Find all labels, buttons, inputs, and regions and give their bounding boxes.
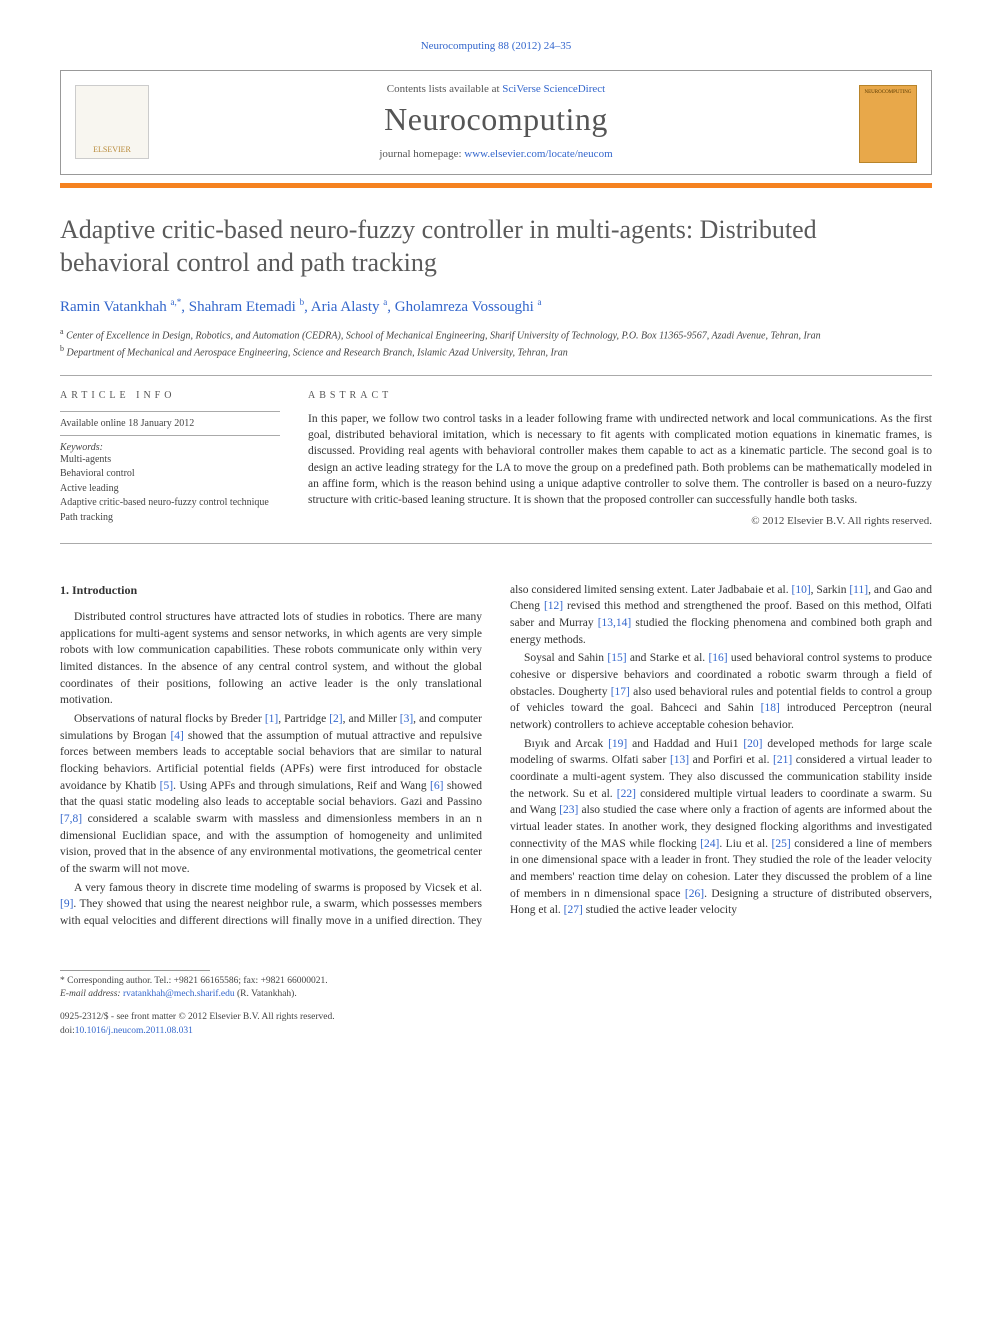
- ref-link[interactable]: [3]: [400, 713, 413, 725]
- ref-link[interactable]: [4]: [170, 730, 183, 742]
- homepage-link[interactable]: www.elsevier.com/locate/neucom: [464, 148, 612, 160]
- homepage-line: journal homepage: www.elsevier.com/locat…: [79, 148, 913, 160]
- ref-link[interactable]: [21]: [773, 754, 792, 766]
- homepage-prefix: journal homepage:: [379, 148, 464, 160]
- keyword: Path tracking: [60, 511, 280, 526]
- t: and Porfiri et al.: [689, 754, 773, 766]
- keyword: Active leading: [60, 482, 280, 497]
- ref-link[interactable]: [20]: [743, 738, 762, 750]
- ref-link[interactable]: [16]: [708, 652, 727, 664]
- elsevier-logo: ELSEVIER: [75, 85, 149, 159]
- body-para: Observations of natural flocks by Breder…: [60, 711, 482, 878]
- info-rule-2: [60, 435, 280, 436]
- corr-contact: * Corresponding author. Tel.: +9821 6616…: [60, 975, 932, 988]
- section-heading: 1. Introduction: [60, 582, 482, 599]
- available-online: Available online 18 January 2012: [60, 418, 280, 429]
- keywords-list: Multi-agentsBehavioral controlActive lea…: [60, 453, 280, 526]
- ref-link[interactable]: [25]: [772, 838, 791, 850]
- masthead: ELSEVIER NEUROCOMPUTING Contents lists a…: [60, 70, 932, 175]
- t: . Liu et al.: [719, 838, 771, 850]
- contents-prefix: Contents lists available at: [387, 83, 502, 95]
- abstract-col: abstract In this paper, we follow two co…: [308, 390, 932, 527]
- ref-link[interactable]: [24]: [700, 838, 719, 850]
- copyright-block: 0925-2312/$ - see front matter © 2012 El…: [60, 1011, 932, 1038]
- ref-link[interactable]: [26]: [685, 888, 704, 900]
- affiliation: b Department of Mechanical and Aerospace…: [60, 343, 932, 360]
- ref-link[interactable]: [6]: [430, 780, 443, 792]
- keyword: Adaptive critic-based neuro-fuzzy contro…: [60, 496, 280, 511]
- t: A very famous theory in discrete time mo…: [74, 882, 482, 894]
- t: , Partridge: [278, 713, 329, 725]
- running-head: Neurocomputing 88 (2012) 24–35: [60, 40, 932, 52]
- body-para: Distributed control structures have attr…: [60, 609, 482, 709]
- ref-link[interactable]: [5]: [160, 780, 173, 792]
- t: and Starke et al.: [627, 652, 709, 664]
- abstract-heading: abstract: [308, 390, 932, 401]
- article-info-heading: article info: [60, 390, 280, 401]
- ref-link[interactable]: [11]: [849, 584, 868, 596]
- email-link[interactable]: rvatankhah@mech.sharif.edu: [123, 989, 235, 999]
- accent-bar: [60, 183, 932, 188]
- ref-link[interactable]: [12]: [544, 600, 563, 612]
- page: Neurocomputing 88 (2012) 24–35 ELSEVIER …: [0, 0, 992, 1068]
- keyword: Behavioral control: [60, 467, 280, 482]
- doi-link[interactable]: 10.1016/j.neucom.2011.08.031: [75, 1026, 193, 1036]
- ref-link[interactable]: [15]: [607, 652, 626, 664]
- t: studied the active leader velocity: [583, 904, 737, 916]
- corr-email-line: E-mail address: rvatankhah@mech.sharif.e…: [60, 988, 932, 1001]
- t: considered a scalable swarm with massles…: [60, 813, 482, 875]
- t: Soysal and Sahin: [524, 652, 607, 664]
- affiliations: a Center of Excellence in Design, Roboti…: [60, 326, 932, 361]
- t: . Using APFs and through simulations, Re…: [173, 780, 430, 792]
- t: and Haddad and Hui1: [627, 738, 743, 750]
- contents-line: Contents lists available at SciVerse Sci…: [79, 83, 913, 95]
- journal-cover-thumb: NEUROCOMPUTING: [859, 85, 917, 163]
- ref-link[interactable]: [9]: [60, 898, 73, 910]
- article-title: Adaptive critic-based neuro-fuzzy contro…: [60, 214, 932, 279]
- keywords-heading: Keywords:: [60, 442, 280, 453]
- authors: Ramin Vatankhah a,*, Shahram Etemadi b, …: [60, 297, 932, 316]
- ref-link[interactable]: [10]: [791, 584, 810, 596]
- info-rule-1: [60, 411, 280, 412]
- footnote-rule: [60, 970, 210, 971]
- ref-link[interactable]: [27]: [564, 904, 583, 916]
- keyword: Multi-agents: [60, 453, 280, 468]
- email-label: E-mail address:: [60, 989, 123, 999]
- ref-link[interactable]: [23]: [559, 804, 578, 816]
- affiliation: a Center of Excellence in Design, Roboti…: [60, 326, 932, 343]
- issn-line: 0925-2312/$ - see front matter © 2012 El…: [60, 1011, 932, 1024]
- corresponding-author: * Corresponding author. Tel.: +9821 6616…: [60, 975, 932, 1002]
- journal-name: Neurocomputing: [79, 101, 913, 138]
- doi-prefix: doi:: [60, 1026, 75, 1036]
- t: Observations of natural flocks by Breder: [74, 713, 265, 725]
- body-columns: 1. Introduction Distributed control stru…: [60, 582, 932, 930]
- t: , Sarkin: [811, 584, 850, 596]
- t: , and Miller: [343, 713, 400, 725]
- rule-bottom: [60, 543, 932, 544]
- ref-link[interactable]: [13]: [670, 754, 689, 766]
- ref-link[interactable]: [19]: [608, 738, 627, 750]
- abstract-text: In this paper, we follow two control tas…: [308, 411, 932, 509]
- abstract-copyright: © 2012 Elsevier B.V. All rights reserved…: [308, 515, 932, 527]
- doi-line: doi:10.1016/j.neucom.2011.08.031: [60, 1025, 932, 1038]
- body-para: Soysal and Sahin [15] and Starke et al. …: [510, 650, 932, 733]
- ref-link[interactable]: [22]: [617, 788, 636, 800]
- t: . They showed that using the nearest: [73, 898, 247, 910]
- footer: * Corresponding author. Tel.: +9821 6616…: [60, 970, 932, 1038]
- body-para: Bıyık and Arcak [19] and Haddad and Hui1…: [510, 736, 932, 919]
- ref-link[interactable]: [1]: [265, 713, 278, 725]
- info-abstract-row: article info Available online 18 January…: [60, 376, 932, 543]
- sciencedirect-link[interactable]: SciVerse ScienceDirect: [502, 83, 605, 95]
- ref-link[interactable]: [18]: [761, 702, 780, 714]
- ref-link[interactable]: [7,8]: [60, 813, 82, 825]
- t: Bıyık and Arcak: [524, 738, 608, 750]
- ref-link[interactable]: [17]: [611, 686, 630, 698]
- email-who: (R. Vatankhah).: [235, 989, 297, 999]
- article-info-col: article info Available online 18 January…: [60, 390, 280, 527]
- ref-link[interactable]: [2]: [329, 713, 342, 725]
- ref-link[interactable]: [13,14]: [598, 617, 632, 629]
